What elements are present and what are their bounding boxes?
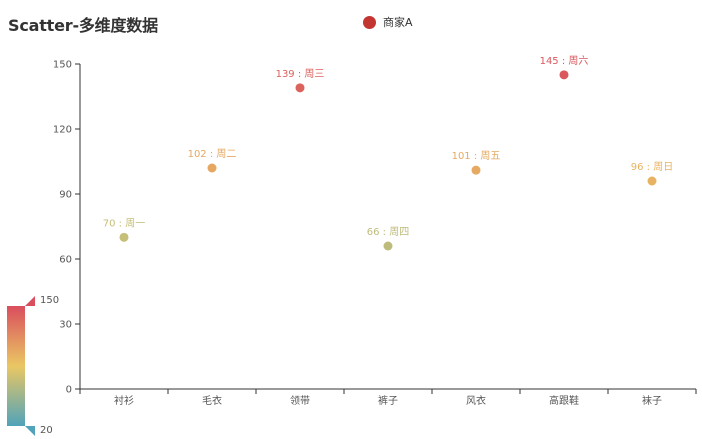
scatter-point [471, 165, 481, 175]
visual-map-min-label: 20 [40, 425, 53, 436]
scatter-point [383, 241, 393, 251]
legend-item-series[interactable]: 商家A [363, 14, 413, 30]
y-tick-label: 150 [53, 60, 72, 71]
point-label: 102 : 周二 [188, 148, 237, 160]
scatter-point [559, 70, 569, 80]
visual-map[interactable]: 150 20 [7, 295, 59, 436]
y-tick-label: 60 [59, 255, 72, 266]
point-label: 66 : 周四 [367, 226, 409, 238]
point-label: 101 : 周五 [452, 150, 501, 162]
y-axis: 0 30 60 90 120 150 [53, 60, 81, 396]
x-axis: 衬衫 毛衣 领带 裤子 风衣 高跟鞋 袜子 [79, 388, 697, 407]
x-tick-label: 毛衣 [202, 394, 222, 407]
x-tick-label: 风衣 [466, 394, 486, 407]
y-tick-label: 30 [59, 320, 72, 331]
visual-map-handle-top [25, 296, 35, 306]
x-tick-label: 裤子 [378, 394, 398, 407]
scatter-point [207, 163, 217, 173]
y-tick-label: 90 [59, 190, 72, 201]
point-label: 70 : 周一 [103, 217, 145, 229]
x-tick-label: 衬衫 [114, 394, 134, 407]
x-tick-label: 袜子 [642, 394, 662, 407]
y-tick-label: 120 [53, 125, 72, 136]
visual-map-handle-bottom [25, 426, 35, 436]
scatter-point [295, 83, 305, 93]
visual-map-max-label: 150 [40, 295, 59, 306]
scatter-point [647, 176, 657, 186]
visual-map-bar [7, 306, 25, 426]
point-label: 96 : 周日 [631, 161, 673, 173]
legend-label: 商家A [383, 16, 413, 29]
chart-title: Scatter-多维度数据 [8, 16, 158, 35]
point-label: 145 : 周六 [540, 55, 589, 67]
y-tick-label: 0 [66, 385, 72, 396]
x-tick-label: 领带 [290, 394, 310, 407]
scatter-point [119, 232, 129, 242]
point-label: 139 : 周三 [276, 68, 325, 80]
x-tick-label: 高跟鞋 [549, 394, 579, 407]
legend-marker [363, 15, 376, 29]
data-points: 70 : 周一 102 : 周二 139 : 周三 66 : 周四 101 : 周五 14… [103, 55, 673, 251]
